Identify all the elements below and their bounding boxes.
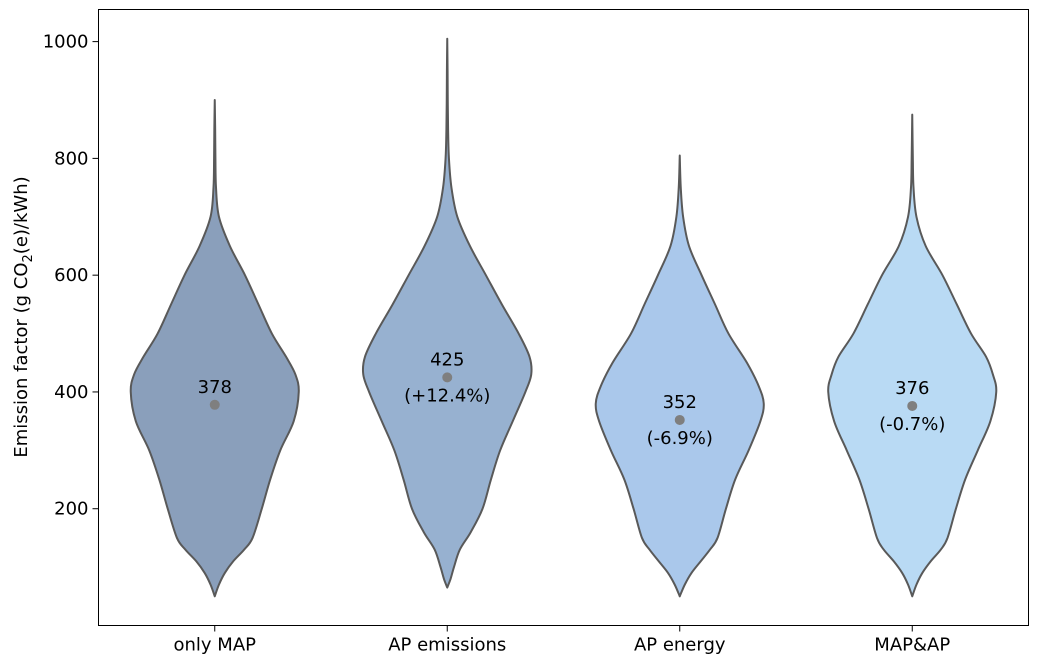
y-axis-label: Emission factor (g CO2(e)/kWh) — [11, 176, 36, 457]
y-axis: 200 400 600 800 1000 — [43, 32, 99, 520]
x-tick-label: MAP&AP — [874, 635, 950, 656]
plot-frame — [98, 9, 1029, 626]
median-value-label: 352 — [663, 392, 697, 413]
y-tick-label: 400 — [54, 382, 88, 403]
x-tick-label: AP energy — [634, 635, 726, 656]
violin-body — [129, 99, 300, 598]
x-tick-label: AP emissions — [388, 635, 506, 656]
median-change-label: (-0.7%) — [879, 414, 945, 435]
x-axis: only MAP AP emissions AP energy MAP&AP — [174, 625, 950, 656]
violin-body — [361, 37, 533, 589]
violins-layer: 378 425 (+12.4%) 352 (-6.9%) 376 (-0.7%) — [129, 37, 998, 598]
y-axis-label-main: Emission factor (g CO — [11, 262, 32, 457]
median-value-label: 376 — [895, 378, 929, 399]
median-change-label: (-6.9%) — [647, 428, 713, 449]
median-value-label: 378 — [198, 377, 232, 398]
median-marker — [907, 400, 918, 411]
x-tick-label: only MAP — [174, 635, 257, 656]
y-axis-label-subscript: 2 — [21, 254, 36, 262]
y-tick-label: 600 — [54, 265, 88, 286]
y-tick-label: 200 — [54, 499, 88, 520]
median-marker — [442, 372, 453, 383]
y-tick-label: 1000 — [43, 32, 89, 53]
violin-body — [594, 154, 765, 598]
median-marker — [209, 399, 220, 410]
y-tick-label: 800 — [54, 148, 88, 169]
median-value-label: 425 — [430, 349, 464, 370]
median-change-label: (+12.4%) — [404, 385, 490, 406]
violin-body — [827, 113, 998, 598]
y-axis-label-suffix: (e)/kWh) — [11, 176, 32, 254]
median-marker — [674, 414, 685, 425]
